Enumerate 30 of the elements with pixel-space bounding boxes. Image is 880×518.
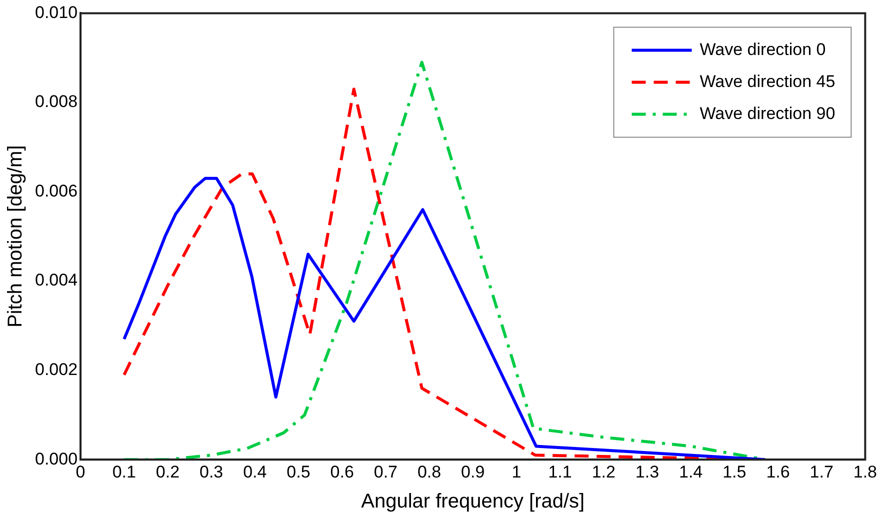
y-tick-label: 0.004	[34, 270, 78, 290]
x-tick-label: 1.7	[810, 462, 834, 482]
x-tick-label: 0.4	[243, 462, 267, 482]
x-tick-label: 1.3	[635, 462, 660, 482]
x-tick-label: 1.1	[548, 462, 572, 482]
x-tick-label: 0	[76, 462, 86, 482]
legend-label: Wave direction 0	[700, 40, 826, 59]
x-tick-label: 1.5	[722, 462, 746, 482]
x-tick-label: 1.4	[679, 462, 703, 482]
x-tick-label: 0.5	[286, 462, 310, 482]
x-tick-label: 0.2	[156, 462, 180, 482]
x-tick-label: 1.6	[766, 462, 790, 482]
x-tick-label: 0.1	[112, 462, 136, 482]
x-tick-label: 1.2	[592, 462, 616, 482]
x-tick-label: 1.8	[853, 462, 878, 482]
legend-label: Wave direction 45	[700, 72, 836, 91]
x-tick-label: 0.8	[417, 462, 442, 482]
y-tick-label: 0.008	[34, 92, 78, 112]
x-tick-label: 0.3	[199, 462, 224, 482]
y-tick-label: 0.000	[34, 449, 78, 468]
x-axis-title: Angular frequency [rad/s]	[361, 490, 585, 513]
x-tick-label: 1	[512, 462, 522, 482]
y-tick-label: 0.006	[34, 181, 78, 200]
legend-label: Wave direction 90	[700, 104, 836, 123]
y-tick-label: 0.002	[34, 360, 78, 380]
y-axis-title: Pitch motion [deg/m]	[4, 145, 27, 328]
x-tick-label: 0.6	[330, 462, 354, 482]
x-tick-label: 0.9	[461, 462, 485, 482]
y-tick-label: 0.010	[34, 2, 78, 22]
x-tick-label: 0.7	[374, 462, 398, 482]
